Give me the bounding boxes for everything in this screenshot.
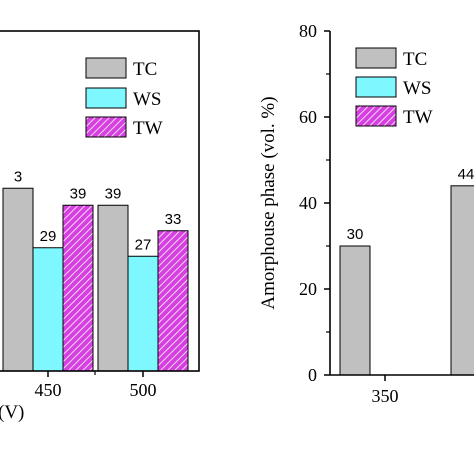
left-x-tick-label-450: 450 (35, 380, 62, 400)
left-data-label-tw-500: 33 (165, 211, 182, 228)
left-data-label-tc-450: 3 (14, 168, 22, 185)
right-y-axis-title: Amorphouse phase (vol. %) (258, 96, 279, 309)
right-y-tick-label-40: 40 (299, 193, 317, 213)
left-data-label-ws-500: 27 (135, 236, 152, 253)
left-bar-tc-450 (2, 187, 34, 372)
right-legend-label-tw: TW (403, 107, 433, 128)
right-legend-label-tc: TC (403, 49, 427, 70)
left-data-label-tc-500: 39 (105, 185, 122, 202)
left-plot-frame (0, 30, 200, 372)
right-legend-label-ws: WS (403, 78, 432, 99)
left-x-tick-label-500: 500 (130, 380, 157, 400)
right-bar-tc-2 (450, 185, 474, 376)
left-legend-label-ws: WS (133, 89, 162, 110)
left-data-label-tw-450: 39 (70, 185, 87, 202)
right-y-tick-label-0: 0 (308, 365, 317, 385)
right-bars: 30 44 (339, 166, 474, 376)
left-legend-swatch-tw (85, 116, 127, 138)
right-legend-swatch-ws (355, 76, 397, 98)
left-bars: 3 29 39 39 27 33 (2, 168, 189, 372)
left-chart: 3 29 39 39 27 33 450 500 (V) TC WS TW (0, 30, 200, 423)
left-legend-label-tc: TC (133, 59, 157, 80)
right-legend-swatch-tw (355, 105, 397, 127)
right-chart: 30 44 0 20 40 60 80 350 Amorphouse phase (vol… (258, 21, 474, 406)
left-legend: TC WS TW (85, 57, 163, 139)
right-data-label-tc-1: 30 (347, 226, 364, 243)
left-bar-tw-450 (62, 204, 94, 372)
left-legend-label-tw: TW (133, 118, 163, 139)
left-bar-ws-500 (127, 255, 159, 372)
left-bar-tc-500 (97, 204, 129, 372)
right-data-label-tc-2: 44 (458, 166, 474, 183)
right-bar-tc-1 (339, 245, 371, 376)
right-y-ticks: 0 20 40 60 80 (299, 21, 330, 385)
right-y-tick-label-60: 60 (299, 107, 317, 127)
right-y-tick-label-20: 20 (299, 279, 317, 299)
left-data-label-ws-450: 29 (40, 228, 57, 245)
left-legend-swatch-ws (85, 87, 127, 109)
right-y-tick-label-80: 80 (299, 21, 317, 41)
right-x-tick-label-350: 350 (372, 386, 399, 406)
left-bar-ws-450 (32, 247, 64, 372)
left-bar-tw-500 (157, 230, 189, 372)
right-legend: TC WS TW (355, 47, 433, 128)
right-legend-swatch-tc (355, 47, 397, 69)
left-legend-swatch-tc (85, 57, 127, 79)
left-x-axis-title: (V) (0, 402, 24, 423)
